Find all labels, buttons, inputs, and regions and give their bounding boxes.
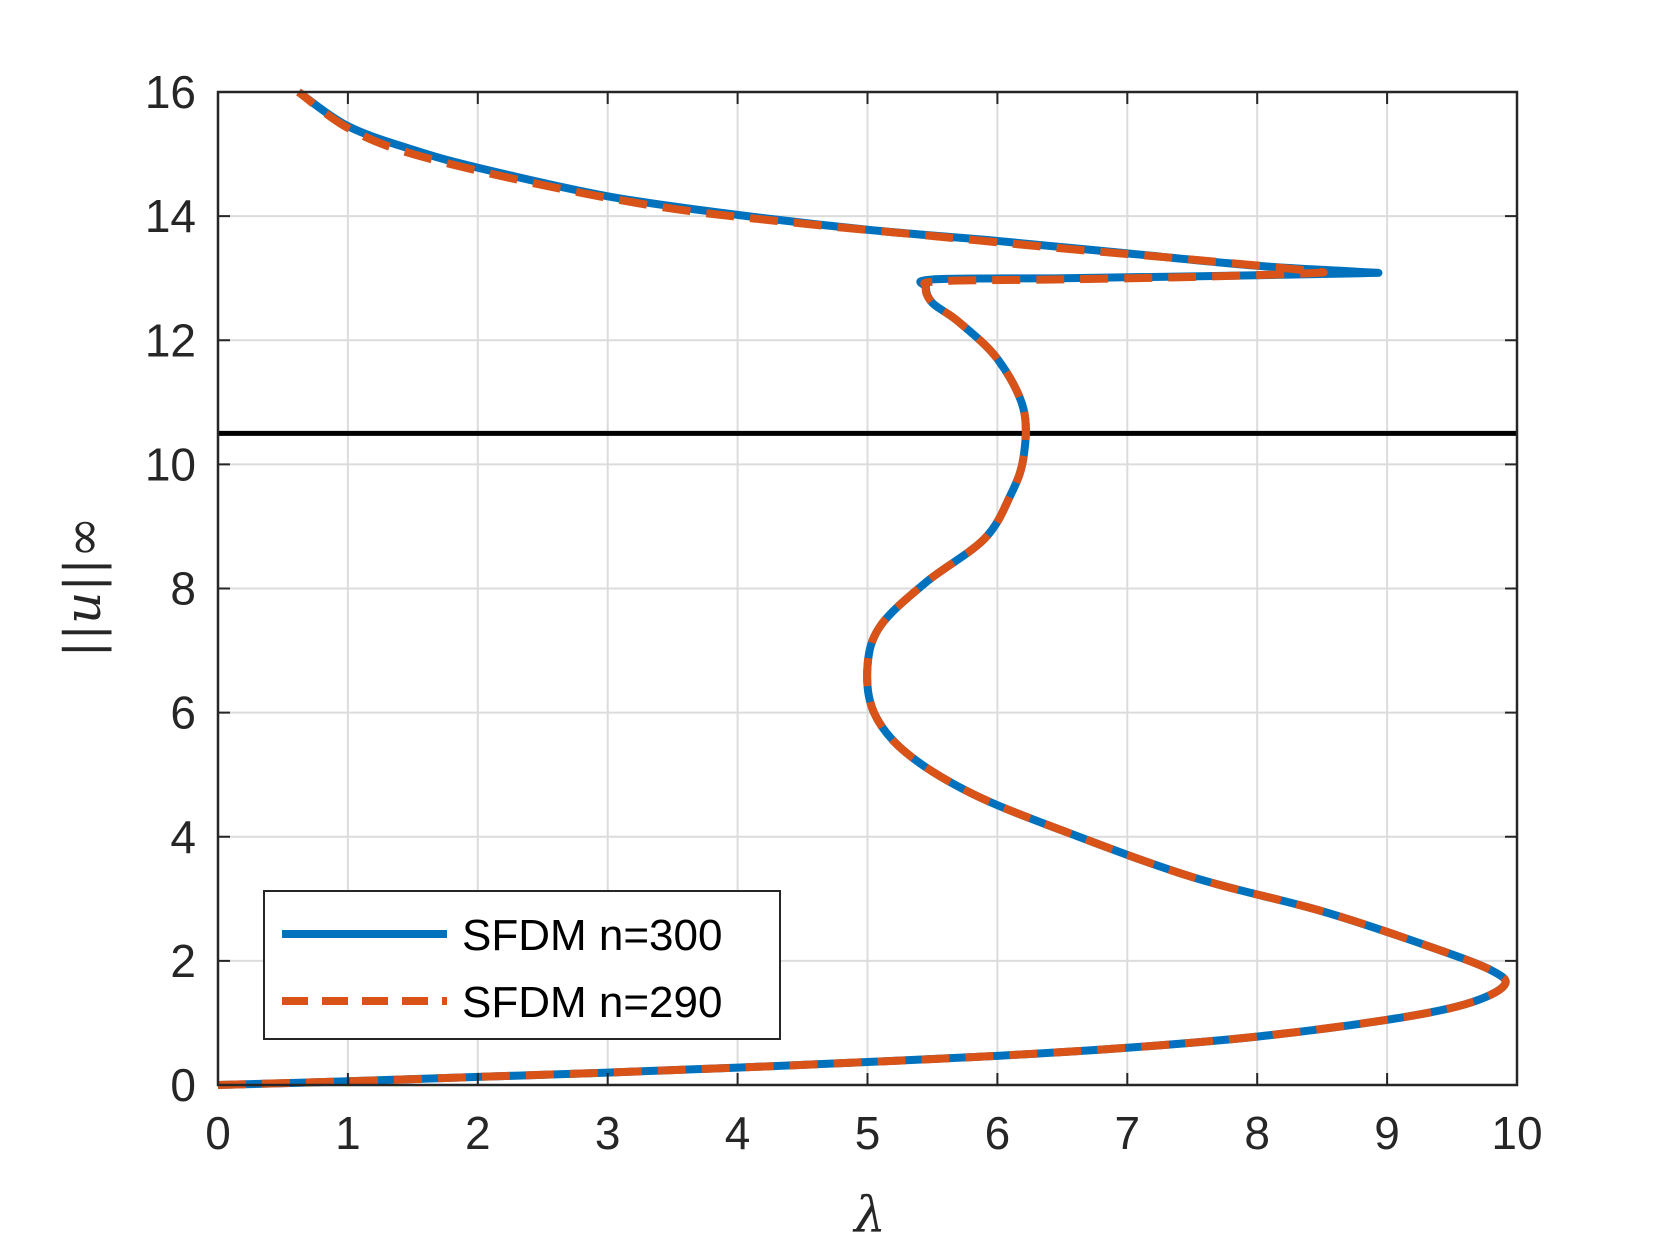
y-axis-label: ||u||∞ — [54, 516, 112, 657]
y-tick-labels: 0 2 4 6 8 10 12 14 16 — [145, 66, 196, 1111]
y-tick-label: 0 — [170, 1059, 196, 1111]
x-tick-label: 8 — [1244, 1107, 1270, 1159]
x-tick-labels: 0 1 2 3 4 5 6 7 8 9 10 — [205, 1107, 1542, 1159]
axes-frame — [216, 90, 1519, 1087]
x-tick-label: 6 — [985, 1107, 1011, 1159]
legend-box — [263, 890, 781, 1040]
x-tick-label: 4 — [725, 1107, 751, 1159]
y-tick-label: 2 — [170, 935, 196, 987]
legend-label-series-1: SFDM n=300 — [462, 911, 722, 960]
y-tick-label: 16 — [145, 66, 196, 118]
x-tick-label: 1 — [335, 1107, 361, 1159]
x-tick-label: 2 — [465, 1107, 491, 1159]
y-tick-label: 6 — [170, 687, 196, 739]
y-tick-label: 12 — [145, 314, 196, 366]
y-tick-label: 10 — [145, 438, 196, 490]
x-tick-label: 5 — [855, 1107, 881, 1159]
x-axis-label: λ — [852, 1186, 886, 1244]
y-tick-label: 4 — [170, 811, 196, 863]
axes-box — [216, 90, 1519, 1087]
x-tick-label: 0 — [205, 1107, 231, 1159]
legend-label-series-2: SFDM n=290 — [462, 978, 722, 1027]
series-layer — [218, 88, 1510, 1089]
y-tick-label: 8 — [170, 563, 196, 615]
x-tick-label: 9 — [1374, 1107, 1400, 1159]
x-tick-label: 10 — [1491, 1107, 1542, 1159]
x-tick-label: 7 — [1115, 1107, 1141, 1159]
legend: SFDM n=300 SFDM n=290 — [263, 890, 781, 1040]
y-tick-label: 14 — [145, 190, 196, 242]
series-line-2 — [218, 88, 1510, 1089]
x-tick-label: 3 — [595, 1107, 621, 1159]
